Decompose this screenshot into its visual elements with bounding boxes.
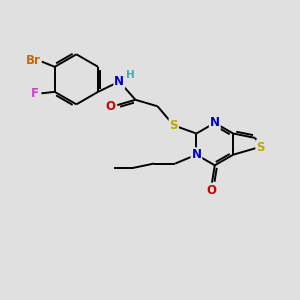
Text: N: N: [191, 148, 201, 161]
Text: F: F: [31, 87, 39, 100]
Text: O: O: [207, 184, 217, 196]
Text: S: S: [256, 141, 265, 154]
Text: N: N: [210, 116, 220, 129]
Text: H: H: [126, 70, 135, 80]
Text: N: N: [114, 75, 124, 88]
Text: S: S: [169, 119, 178, 132]
Text: O: O: [106, 100, 116, 113]
Text: Br: Br: [26, 53, 41, 67]
